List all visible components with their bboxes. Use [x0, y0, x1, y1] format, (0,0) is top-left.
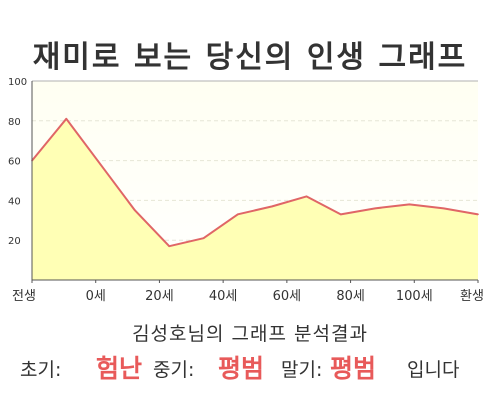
page-title: 재미로 보는 당신의 인생 그래프 — [32, 40, 468, 75]
x-tick-label: 0세 — [86, 289, 106, 304]
data-point — [339, 213, 342, 216]
late-label: 말기: — [281, 359, 323, 381]
middle-value: 평범 — [218, 354, 265, 383]
data-point — [271, 205, 273, 208]
y-tick-label: 80 — [8, 117, 21, 128]
y-tick-label: 20 — [8, 236, 21, 247]
x-tick-label: 100세 — [396, 289, 433, 304]
data-point — [202, 237, 205, 240]
data-point — [99, 163, 102, 166]
x-tick-label: 환생 — [460, 289, 484, 304]
data-point — [237, 213, 239, 216]
data-point — [442, 207, 445, 210]
early-label: 초기: — [20, 359, 62, 381]
area-fill — [32, 118, 478, 280]
result-subtitle: 김성호님의 그래프 분석결과 — [132, 323, 368, 345]
data-point — [134, 209, 136, 212]
x-tick-label: 80세 — [336, 289, 365, 304]
data-area-layer — [31, 117, 479, 280]
y-tick-label: 60 — [8, 157, 21, 168]
data-point — [65, 118, 68, 120]
data-point — [305, 195, 308, 198]
early-value: 험난 — [96, 354, 143, 383]
series-line — [31, 117, 479, 248]
x-tick-label: 전생 — [12, 289, 36, 304]
axes — [31, 80, 478, 281]
x-tick-label: 40세 — [209, 289, 238, 304]
result-suffix: 입니다 — [407, 359, 460, 381]
x-tick-label: 60세 — [273, 289, 302, 304]
y-axis-ticks: 20 40 60 80 100 — [8, 77, 27, 247]
data-point — [477, 213, 479, 216]
y-tick-label: 100 — [8, 77, 27, 88]
data-point — [408, 203, 411, 206]
result-summary: 초기: 험난 중기: 평범 말기: 평범 입니다 — [0, 347, 500, 383]
middle-label: 중기: — [153, 359, 195, 381]
data-point — [168, 245, 171, 247]
x-axis-ticks: 전생 0세 20세 40세 60세 80세 100세 환생 — [12, 280, 484, 304]
data-point — [374, 207, 376, 210]
x-tick-label: 20세 — [145, 289, 174, 304]
y-tick-label: 40 — [8, 196, 21, 207]
late-value: 평범 — [330, 354, 377, 383]
